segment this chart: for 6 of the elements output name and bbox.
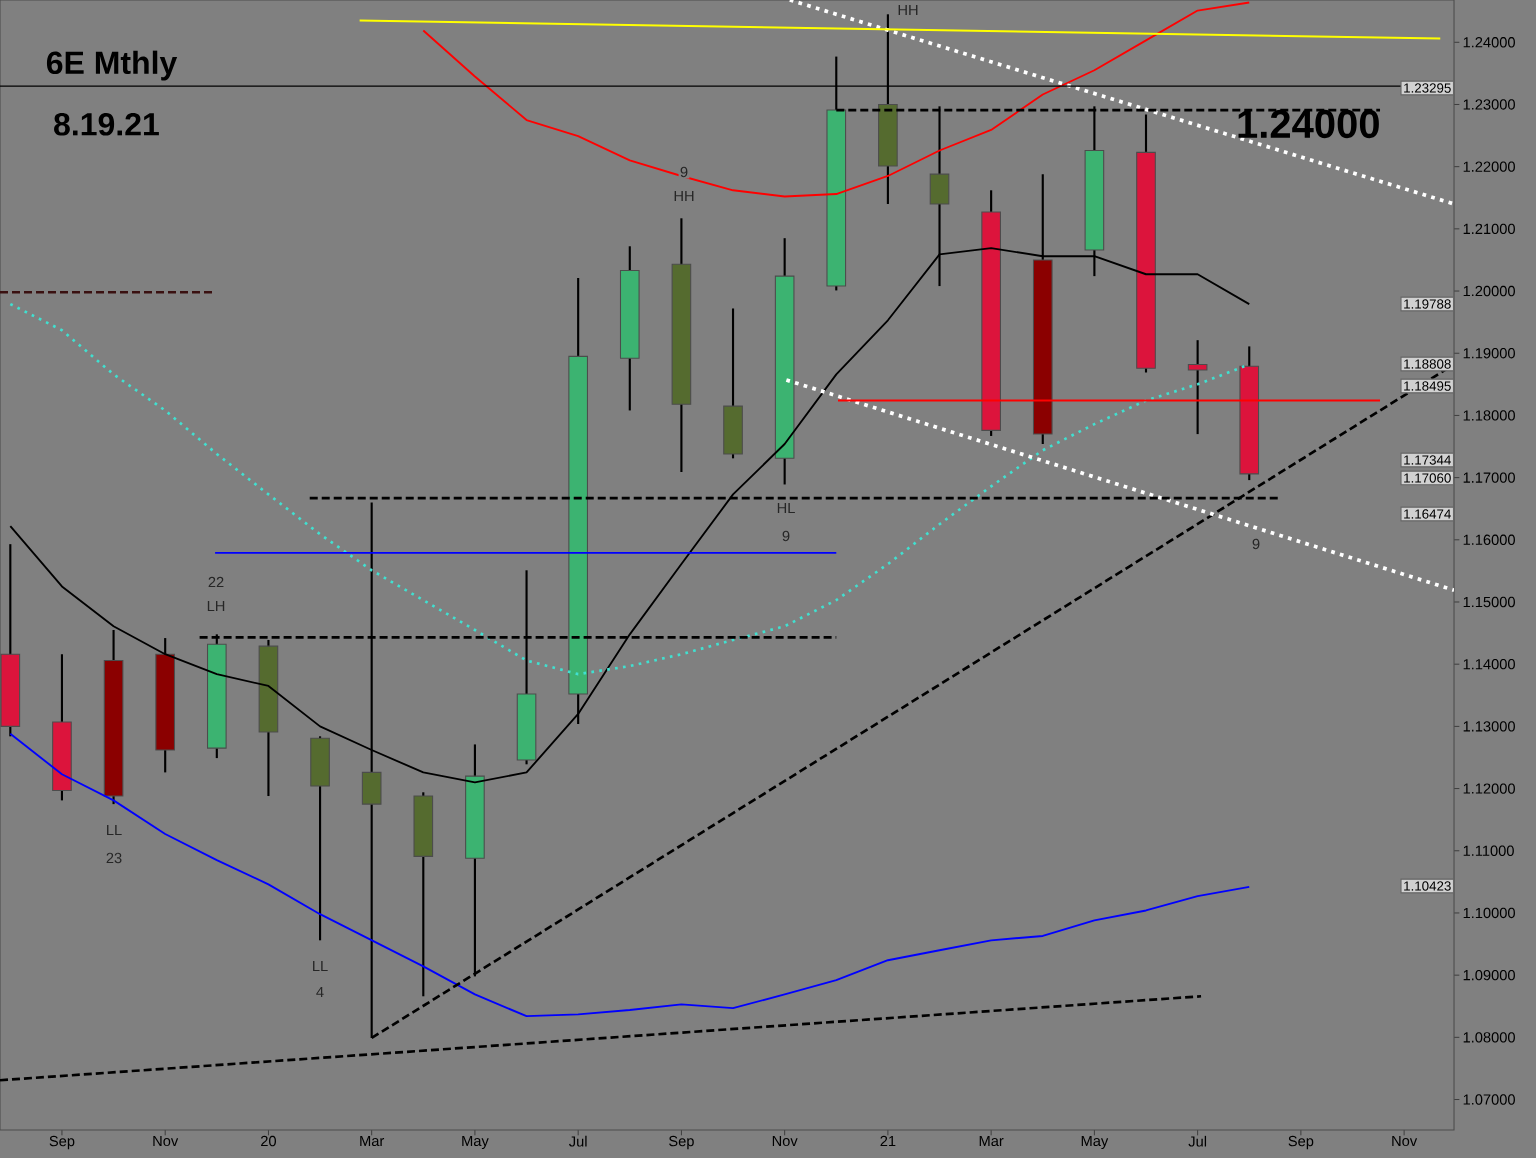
- text: 6E Mthly: [46, 50, 178, 81]
- candlestick: [723, 307, 743, 460]
- candlestick: [1187, 339, 1208, 436]
- annotation: 1.24000: [1238, 109, 1379, 139]
- candlestick: [310, 735, 330, 942]
- text: 8.19.21: [54, 112, 159, 136]
